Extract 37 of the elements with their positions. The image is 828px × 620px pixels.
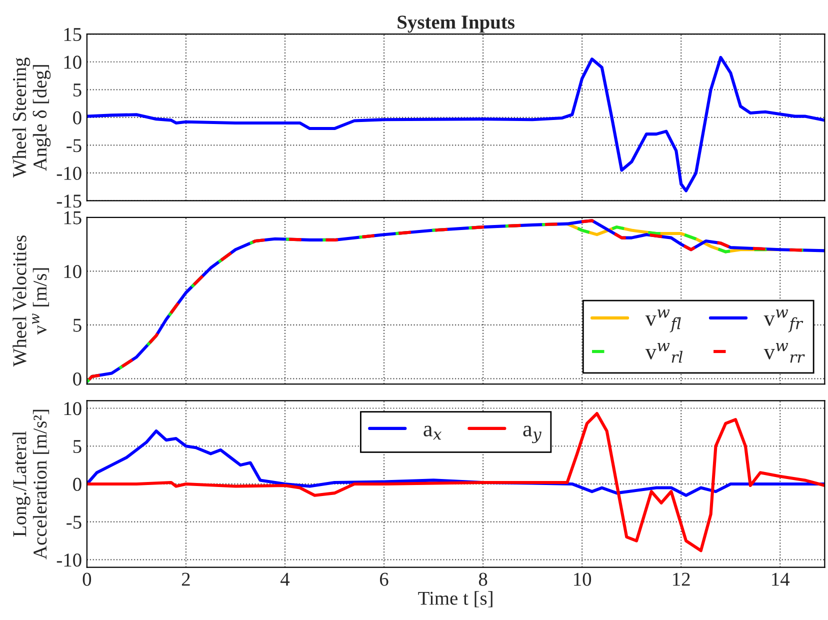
x-tick-label: 8 [478, 572, 488, 586]
line-series [86, 56, 825, 192]
y-axis-title: Wheel Velocities v$^{w}$ [m/s] [12, 235, 49, 367]
legend-label: a$_{x}$ [424, 426, 442, 440]
y-tick-label: 15 [64, 211, 82, 224]
legend-label: v$^{w}$$_{rl}$ [645, 343, 683, 363]
y-tick-label: 5 [73, 440, 82, 454]
y-tick-label: 0 [73, 372, 82, 386]
x-tick-label: 14 [772, 572, 790, 586]
x-tick-label: 4 [280, 572, 290, 586]
y-tick-label: 0 [73, 478, 82, 491]
y-tick-label: -10 [56, 166, 82, 180]
y-tick-label: -5 [66, 139, 82, 152]
x-tick-label: 12 [673, 572, 690, 586]
y-tick-label: 15 [64, 28, 82, 42]
y-axis-title: Long./Lateral Acceleration [m/s²] [12, 410, 50, 560]
y-tick-label: 5 [73, 318, 82, 332]
x-tick-label: 0 [82, 572, 92, 586]
y-tick-label: 10 [64, 264, 82, 278]
x-axis-title: Time t [s] [418, 591, 492, 608]
y-tick-label: -15 [56, 194, 82, 208]
x-tick-label: 10 [574, 572, 592, 586]
y-tick-label: 0 [73, 111, 82, 124]
chart-title: System Inputs [398, 16, 514, 33]
line-series [86, 412, 825, 552]
x-tick-label: 6 [380, 572, 388, 586]
y-axis-title: Wheel Steering Angle δ [deg] [12, 58, 51, 178]
legend-label: v$^{w}$$_{fr}$ [764, 310, 804, 332]
y-tick-label: -10 [56, 554, 82, 567]
y-tick-label: 10 [64, 56, 82, 69]
legend-label: v$^{w}$$_{fl}$ [645, 310, 681, 332]
x-tick-label: 2 [182, 572, 190, 586]
y-tick-label: -5 [66, 516, 82, 529]
y-tick-label: 10 [64, 402, 82, 416]
legend-label: v$^{w}$$_{rr}$ [764, 343, 805, 363]
legend-label: a$_{y}$ [523, 426, 542, 444]
y-tick-label: 5 [73, 84, 82, 97]
